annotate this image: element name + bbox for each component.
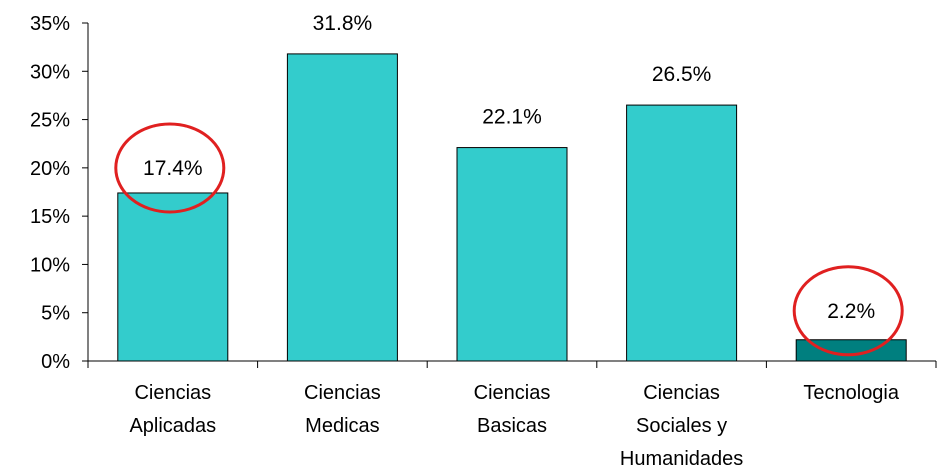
y-tick-label: 20% (30, 158, 70, 180)
bar (117, 192, 229, 362)
category-label-line: Medicas (305, 415, 379, 437)
y-tick-label: 25% (30, 110, 70, 132)
category-label-line: Humanidades (620, 448, 743, 470)
highlight-circle (792, 265, 904, 357)
data-label: 31.8% (313, 12, 373, 35)
category-label-line: Aplicadas (129, 415, 216, 437)
category-label: Ciencias Aplicadas (129, 382, 216, 437)
category-label: Ciencias Sociales y Humanidades (620, 382, 743, 470)
category-label: Ciencias Medicas (304, 382, 381, 437)
data-labels: 17.4% 31.8% 22.1% 26.5% 2.2% (143, 12, 875, 323)
category-label-line: Tecnologia (803, 382, 900, 404)
highlight-circles (114, 122, 904, 357)
category-label-line: Basicas (477, 415, 547, 437)
category-label: Ciencias Basicas (474, 382, 551, 437)
y-tick-label: 0% (41, 351, 70, 373)
category-label-line: Sociales y (636, 415, 727, 437)
data-label: 17.4% (143, 157, 203, 180)
bar (795, 339, 907, 362)
data-label: 2.2% (827, 300, 875, 323)
bar (626, 104, 738, 362)
data-label: 26.5% (652, 63, 712, 86)
bar (456, 147, 568, 362)
category-label-line: Ciencias (304, 382, 381, 404)
bars (117, 53, 907, 362)
y-axis: 0% 5% 10% 15% 20% 25% 30% 35% (30, 13, 89, 373)
category-label-line: Ciencias (474, 382, 551, 404)
y-tick-label: 35% (30, 13, 70, 35)
data-label: 22.1% (482, 106, 542, 129)
y-tick-label: 15% (30, 206, 70, 228)
category-label-line: Ciencias (643, 382, 720, 404)
y-tick-label: 30% (30, 61, 70, 83)
x-axis (87, 360, 937, 368)
bar (286, 53, 398, 362)
y-tick-label: 5% (41, 303, 70, 325)
category-label-line: Ciencias (134, 382, 211, 404)
highlight-circle (114, 122, 226, 214)
y-tick-label: 10% (30, 254, 70, 276)
category-label: Tecnologia (803, 382, 900, 404)
